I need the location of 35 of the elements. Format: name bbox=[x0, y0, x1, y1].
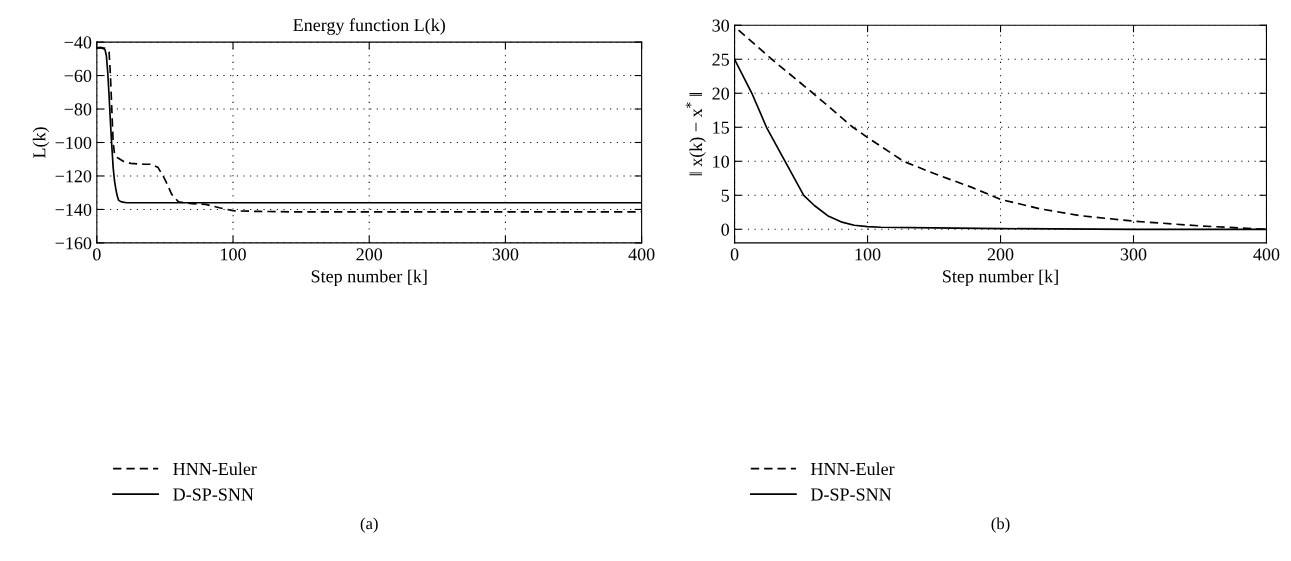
x-tick-label: 0 bbox=[93, 248, 101, 261]
y-tick-label: −40 bbox=[64, 36, 92, 49]
y-axis-title: ‖ x(k) − x$^{*}$ ‖ bbox=[685, 93, 706, 176]
x-tick-label: 300 bbox=[492, 248, 519, 261]
y-tick-label: 30 bbox=[712, 19, 730, 32]
legend-label: HNN-Euler bbox=[810, 462, 895, 476]
y-tick-label: 25 bbox=[712, 53, 730, 66]
y-tick-label: −120 bbox=[55, 170, 92, 183]
y-tick-label: 15 bbox=[713, 121, 730, 134]
y-tick-label: 20 bbox=[712, 87, 730, 100]
x-axis-title: Step number [k] bbox=[311, 269, 427, 287]
legend-label: HNN-Euler bbox=[173, 462, 257, 476]
y-tick-label: 10 bbox=[713, 155, 730, 168]
y-tick-label: −100 bbox=[55, 136, 92, 149]
legend-label: D-SP-SNN bbox=[810, 488, 892, 501]
x-tick-label: 400 bbox=[628, 248, 655, 261]
text: (a) bbox=[360, 517, 378, 533]
x-tick-label: 400 bbox=[1253, 248, 1280, 261]
y-axis-title: L(k) bbox=[32, 127, 50, 159]
x-axis-title: Step number [k] bbox=[943, 269, 1058, 287]
x-tick-label: 300 bbox=[1120, 248, 1147, 261]
x-tick-label: 100 bbox=[221, 248, 246, 261]
legend-label: D-SP-SNN bbox=[173, 488, 254, 501]
text: (b) bbox=[991, 517, 1010, 533]
y-tick-label: 0 bbox=[721, 223, 730, 236]
y-tick-label: 5 bbox=[721, 189, 730, 202]
x-tick-label: 100 bbox=[855, 248, 881, 261]
y-tick-label: −160 bbox=[55, 237, 92, 250]
x-tick-label: 0 bbox=[730, 248, 739, 261]
y-tick-label: −140 bbox=[55, 203, 92, 216]
x-tick-label: 200 bbox=[356, 248, 383, 261]
chart-title: Energy function L(k) bbox=[293, 18, 445, 35]
x-tick-label: 200 bbox=[987, 248, 1014, 261]
y-tick-label: −80 bbox=[64, 103, 92, 116]
y-tick-label: −60 bbox=[64, 69, 92, 82]
